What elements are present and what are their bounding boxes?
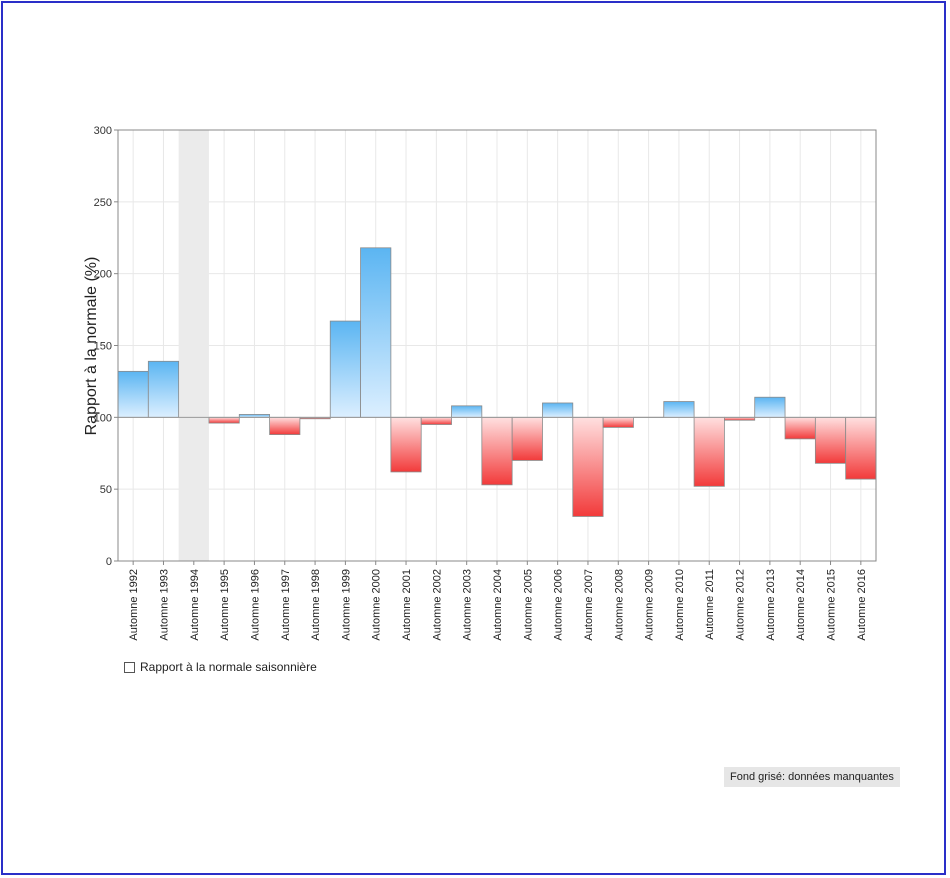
- y-tick-label: 0: [106, 556, 112, 568]
- bar[interactable]: [269, 416, 301, 435]
- bar[interactable]: [542, 402, 574, 418]
- legend-label: Rapport à la normale saisonnière: [140, 660, 317, 674]
- x-tick-label: Automne 1996: [249, 569, 261, 641]
- bar[interactable]: [693, 416, 725, 487]
- bar[interactable]: [329, 320, 361, 418]
- x-tick-label: Automne 2010: [674, 569, 686, 641]
- bar[interactable]: [754, 396, 786, 418]
- bar[interactable]: [784, 416, 816, 440]
- x-tick-label: Automne 2013: [765, 569, 777, 641]
- bar[interactable]: [572, 416, 604, 517]
- missing-data-bands: [178, 130, 209, 561]
- bars: [117, 247, 877, 517]
- y-axis-label: Rapport à la normale (%): [83, 257, 100, 436]
- x-tick-label: Automne 2014: [795, 569, 807, 641]
- bar[interactable]: [511, 416, 543, 461]
- bar[interactable]: [663, 401, 695, 418]
- y-tick-label: 50: [100, 484, 112, 496]
- x-tick-label: Automne 2008: [613, 569, 625, 641]
- grid: [118, 129, 876, 562]
- missing-band: [178, 130, 209, 561]
- x-tick-label: Automne 1999: [340, 569, 352, 641]
- y-tick-label: 250: [94, 197, 112, 209]
- x-tick-label: Automne 1992: [128, 569, 140, 641]
- bar[interactable]: [481, 416, 513, 486]
- bar[interactable]: [451, 405, 483, 418]
- x-tick-label: Automne 2003: [462, 569, 474, 641]
- bar[interactable]: [360, 247, 392, 418]
- x-tick-label: Automne 2005: [522, 569, 534, 641]
- bar[interactable]: [845, 416, 877, 480]
- x-tick-label: Automne 2009: [644, 569, 656, 641]
- x-tick-label: Automne 2011: [704, 569, 716, 640]
- axes: 0 50 100 150 200 250 300 Automne 1992 Automne 19…: [94, 125, 877, 641]
- bar[interactable]: [117, 370, 149, 418]
- x-tick-label: Automne 2000: [371, 569, 383, 641]
- x-tick-label: Automne 2002: [431, 569, 443, 641]
- legend: Rapport à la normale saisonnière: [124, 660, 317, 674]
- legend-swatch[interactable]: [124, 661, 135, 673]
- y-tick-label: 100: [94, 412, 112, 424]
- x-tick-label: Automne 1998: [310, 569, 322, 641]
- x-tick-label: Automne 1995: [219, 569, 231, 641]
- y-tick-label: 200: [94, 269, 112, 281]
- x-tick-label: Automne 2001: [401, 569, 413, 641]
- x-tick-label: Automne 2016: [856, 569, 868, 641]
- bar[interactable]: [814, 416, 847, 464]
- y-tick-label: 300: [94, 125, 112, 137]
- y-tick-label: 150: [94, 341, 112, 353]
- x-tick-label: Automne 2006: [553, 569, 565, 641]
- bar[interactable]: [208, 416, 240, 424]
- x-tick-label: Automne 2015: [826, 569, 838, 641]
- missing-data-note: Fond grisé: données manquantes: [724, 767, 900, 787]
- x-tick-label: Automne 2004: [492, 569, 504, 641]
- x-tick-label: Automne 1997: [280, 569, 292, 641]
- x-tick-label: Automne 1993: [158, 569, 170, 641]
- x-tick-label: Automne 1994: [189, 569, 201, 641]
- x-tick-label: Automne 2007: [583, 569, 595, 641]
- bar[interactable]: [147, 360, 180, 418]
- bar[interactable]: [390, 416, 422, 473]
- bar[interactable]: [602, 416, 634, 428]
- bar[interactable]: [420, 416, 452, 425]
- x-tick-label: Automne 2012: [735, 569, 747, 641]
